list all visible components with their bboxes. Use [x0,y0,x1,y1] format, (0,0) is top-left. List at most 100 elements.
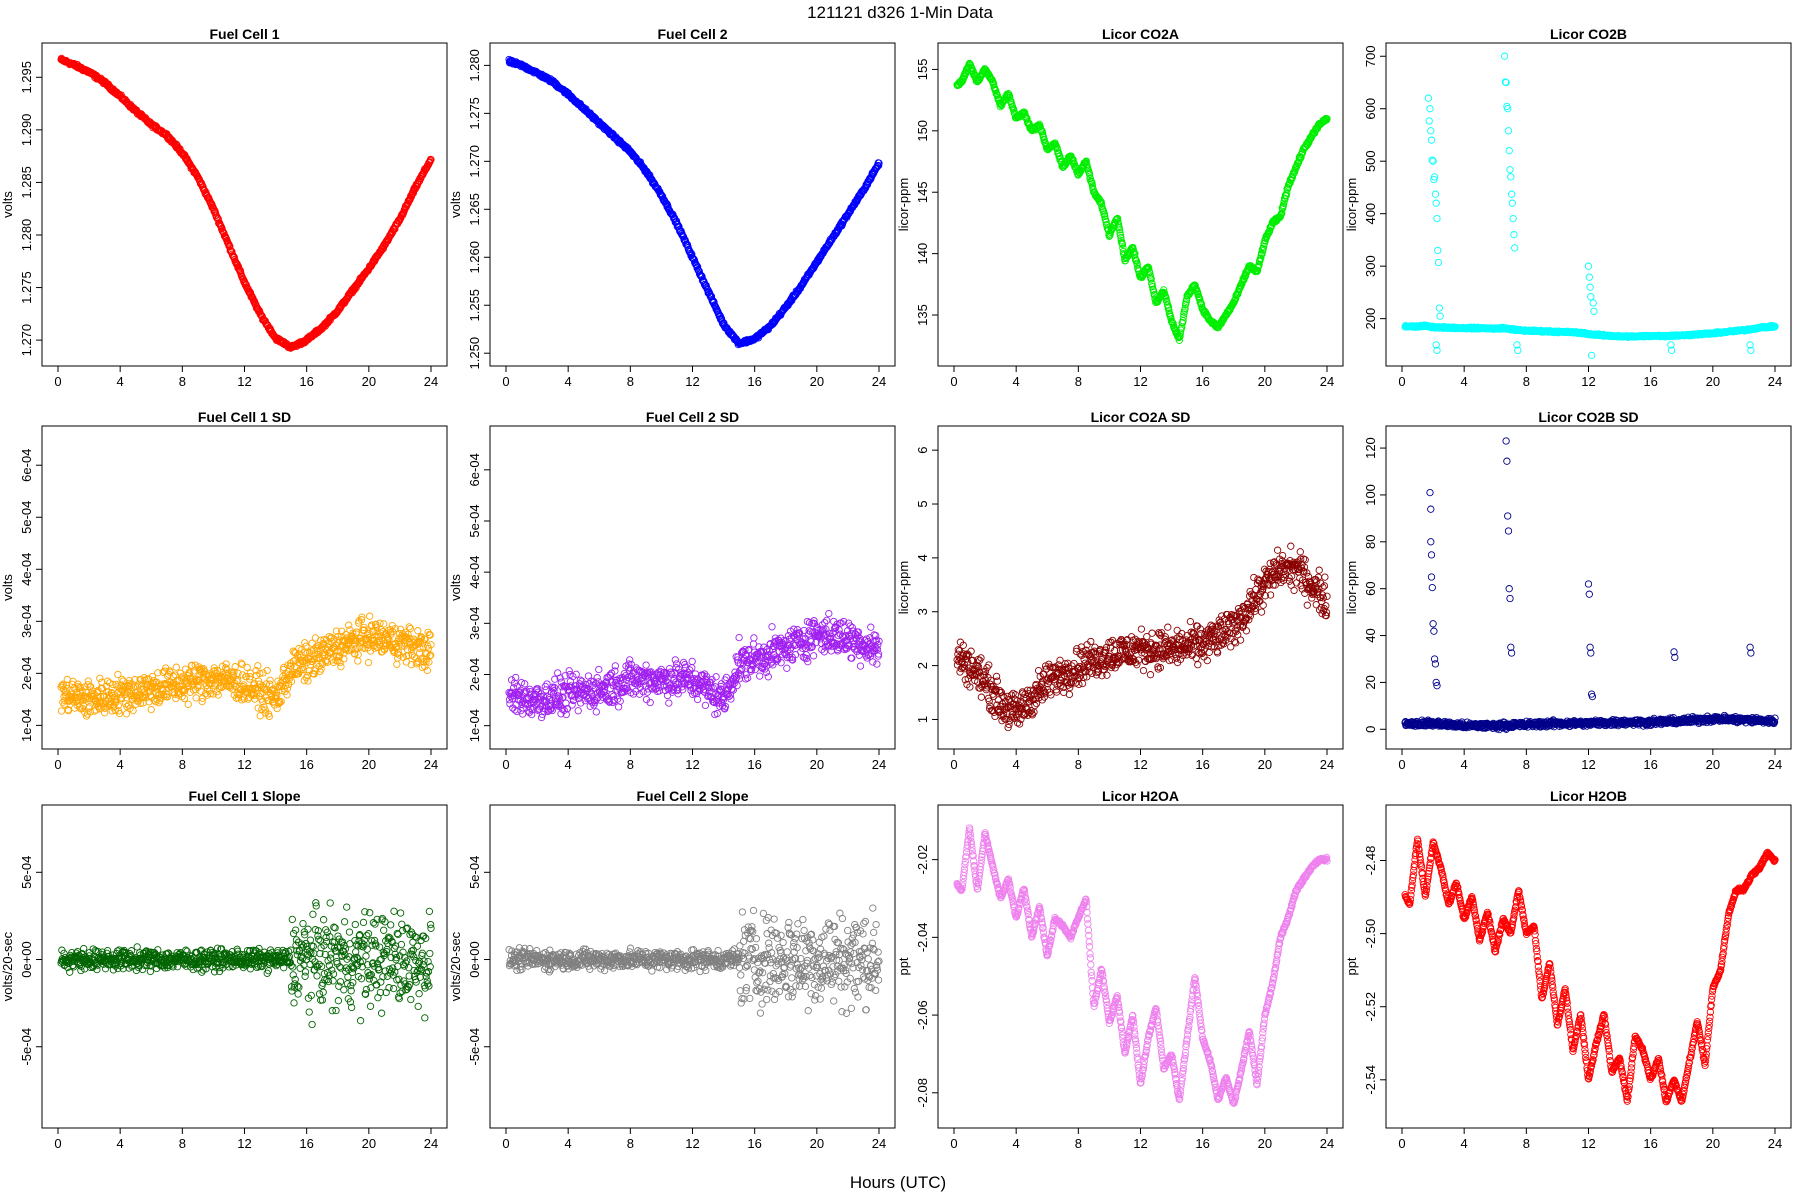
data-point [184,700,192,708]
data-points [505,609,883,722]
y-tick-label: 1.290 [19,114,34,147]
y-tick-label: 1.275 [467,97,482,130]
y-tick-label: 1.260 [467,241,482,274]
data-point [874,161,883,170]
data-point [1584,262,1593,270]
data-point [1587,351,1596,360]
x-tick-label: 0 [54,757,61,772]
y-tick-label: 1.280 [467,49,482,82]
data-point [233,261,242,270]
x-tick-label: 20 [1706,374,1720,389]
y-tick-label: 1e-04 [467,709,482,742]
y-tick-label: 140 [915,243,930,265]
data-point [366,612,374,620]
y-tick-label: 1.250 [467,337,482,370]
data-point [1585,273,1593,281]
figure-title: 121121 d326 1-Min Data [807,3,993,22]
y-tick-label: 1.270 [467,145,482,178]
data-point [693,263,702,271]
x-tick-label: 12 [237,757,251,772]
x-tick-label: 20 [810,757,824,772]
y-tick-label: 5e-04 [467,504,482,537]
data-point [266,676,274,684]
y-tick-label: 4e-04 [19,553,34,586]
data-point [218,224,226,233]
y-tick-label: 1e-04 [19,709,34,742]
y-tick-label: 1.270 [19,324,34,357]
data-point [1148,283,1157,291]
data-point [172,663,180,671]
data-points [1401,52,1779,360]
data-point [960,72,969,81]
x-tick-label: 8 [179,374,186,389]
data-point [1119,244,1127,252]
data-point [1507,173,1515,181]
data-point [345,621,353,629]
data-point [406,624,415,633]
data-point [1436,312,1444,320]
y-tick-label: 3e-04 [19,605,34,638]
chart-title: Licor CO2B [1550,26,1627,42]
y-tick-label: 1.275 [19,271,34,304]
chart-title: Licor CO2A [1102,26,1179,42]
y-tick-label: 1.280 [19,219,34,252]
x-tick-label: 8 [627,374,634,389]
data-points [57,612,435,721]
chart-title: Fuel Cell 1 SD [198,409,291,425]
data-point [1426,105,1434,113]
data-point [243,663,251,672]
data-point [1504,105,1512,113]
y-axis-label: volts [0,191,15,218]
data-point [1427,136,1436,144]
data-point [1082,157,1090,165]
y-tick-label: 200 [1363,308,1378,330]
data-point [1511,244,1519,252]
data-point [337,663,345,671]
data-point [1587,293,1595,301]
data-point [354,657,362,665]
data-point [192,694,200,702]
x-tick-label: 16 [299,757,313,772]
data-point [992,87,1000,95]
data-point [1147,275,1155,283]
x-tick-label: 20 [1258,374,1272,389]
y-tick-label: 2e-04 [467,658,482,691]
data-point [117,91,125,99]
data-point [1434,258,1443,267]
plot-frame [41,42,448,367]
data-point [1113,214,1122,223]
y-tick-label: 2e-04 [19,657,34,690]
x-tick-label: 4 [1013,374,1020,389]
data-point [301,639,309,647]
x-tick-label: 20 [362,374,376,389]
x-tick-label: 12 [237,374,251,389]
y-tick-label: 6e-04 [467,453,482,486]
data-point [1424,94,1433,102]
x-tick-label: 24 [424,757,438,772]
data-point [1433,214,1441,223]
data-point [1434,246,1442,255]
y-axis-label: licor-ppm [896,178,911,231]
data-point [1508,199,1516,207]
data-point [1055,149,1063,157]
data-point [1431,190,1440,198]
x-tick-label: 0 [1398,374,1405,389]
data-point [1509,214,1517,223]
data-point [592,708,600,716]
x-tick-label: 4 [1461,374,1468,389]
y-tick-label: 5e-04 [19,501,34,534]
data-point [364,658,373,667]
x-tick-label: 16 [747,757,761,772]
y-tick-label: 4e-04 [467,556,482,589]
data-point [1179,313,1188,321]
data-point [875,159,883,167]
y-tick-label: 3e-04 [467,607,482,640]
x-tick-label: 12 [685,757,699,772]
data-point [1115,226,1124,234]
data-point [1589,299,1597,307]
y-axis-label: licor-ppm [1344,178,1359,231]
